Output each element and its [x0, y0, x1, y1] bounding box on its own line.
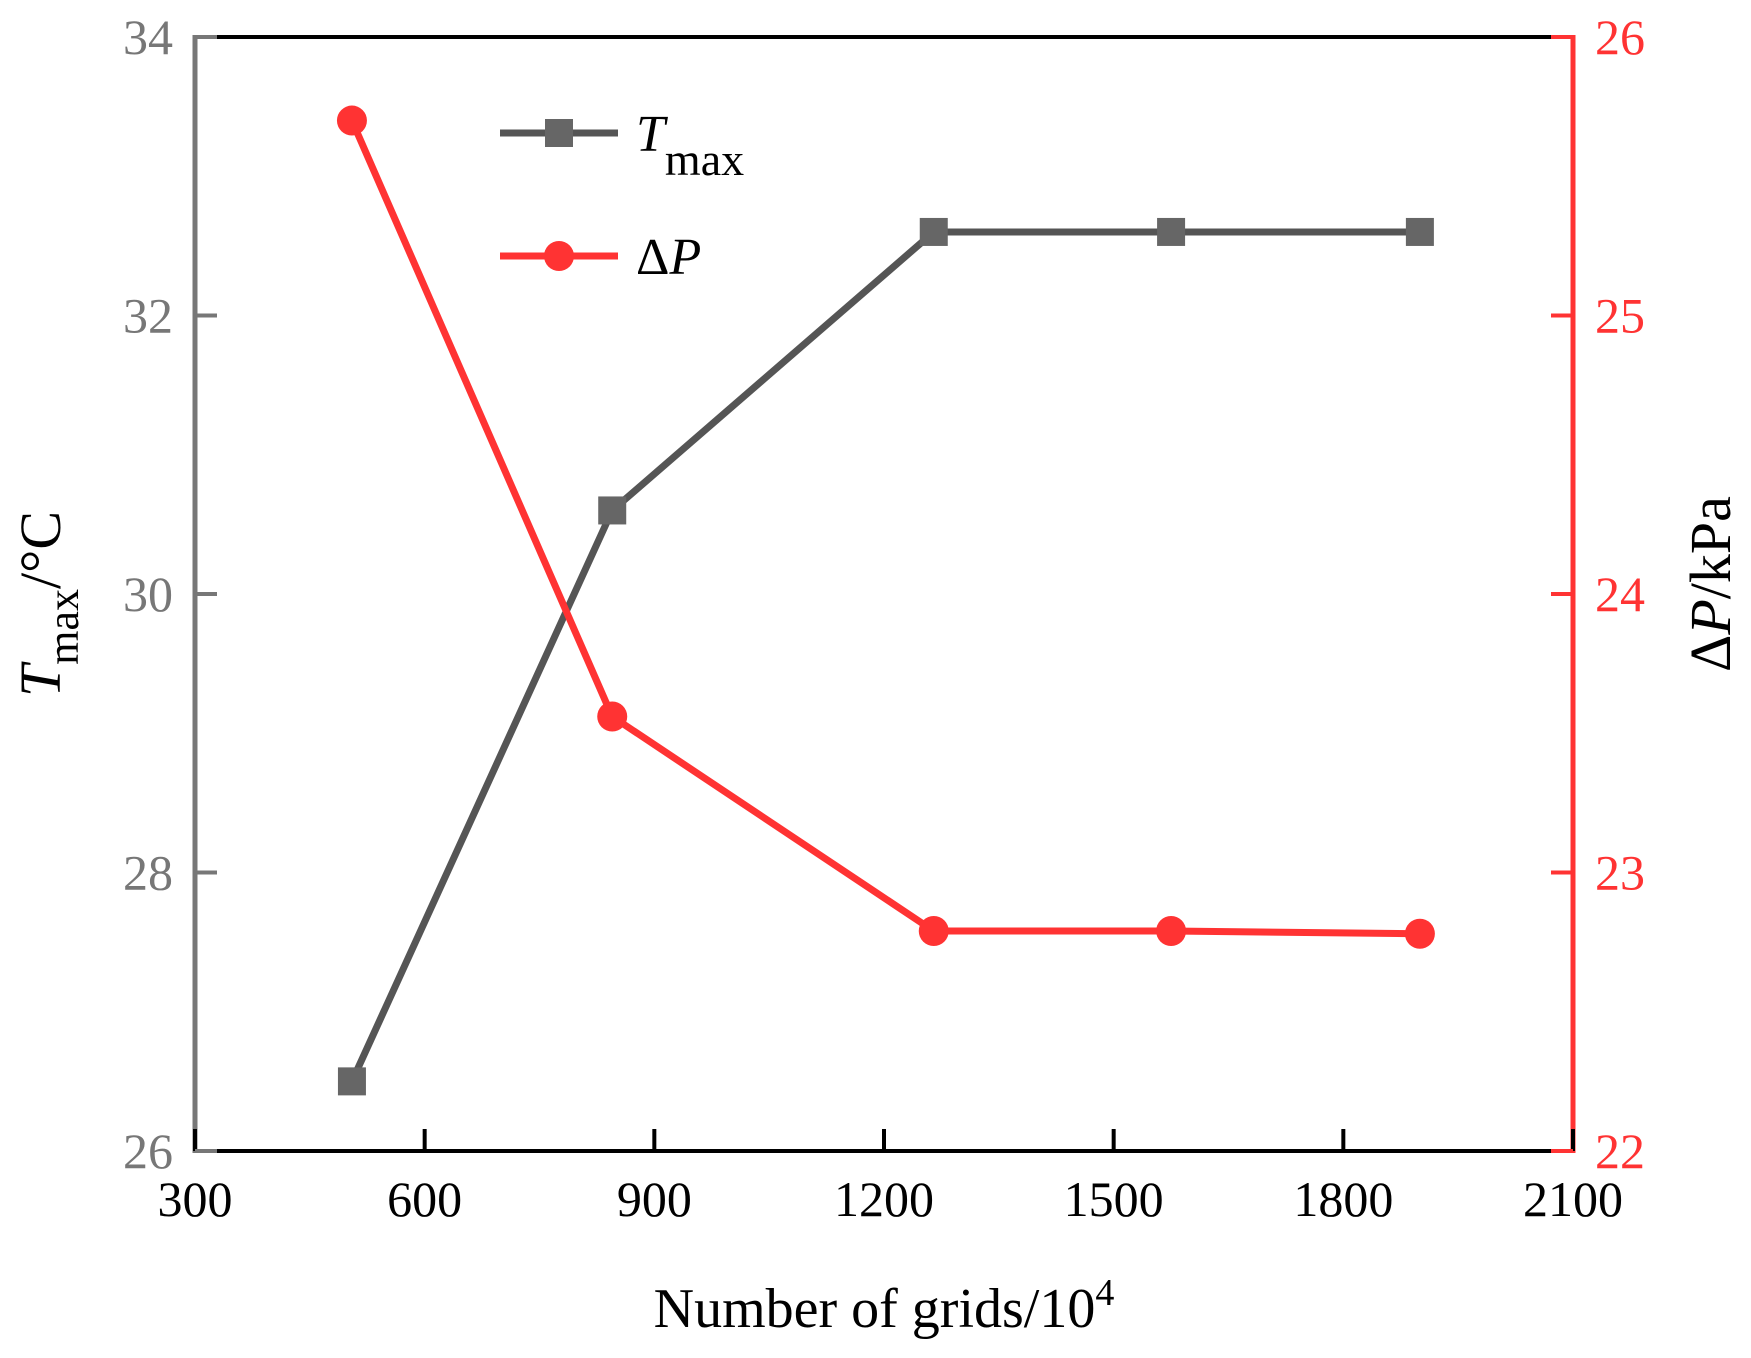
data-point-deltap	[918, 915, 949, 946]
data-point-deltap	[1156, 915, 1187, 946]
axes-layer: 300 600 900 1200 1500 1800 2100 26 28 30 32 34 22 23 2…	[123, 9, 1645, 1227]
data-point-tmax	[919, 217, 948, 246]
x-tick-label: 2100	[1523, 1171, 1623, 1227]
y-right-tick-label: 26	[1595, 9, 1645, 65]
x-tick-label: 900	[617, 1171, 692, 1227]
series-line-deltap	[348, 119, 1420, 938]
legend-marker-circle	[544, 241, 574, 271]
series-layer	[336, 105, 1435, 1096]
x-tick-label: 300	[158, 1171, 233, 1227]
axis-labels: Number of grids/104 Tmax/°C ΔP/kPa	[8, 496, 1743, 1340]
data-point-tmax	[598, 496, 627, 525]
y-left-tick-label: 26	[123, 1123, 173, 1179]
y-right-axis-label: ΔP/kPa	[1678, 496, 1743, 672]
y-right-tick-label: 24	[1595, 566, 1645, 622]
series-line-tmax	[348, 228, 1420, 1083]
data-point-tmax	[1405, 217, 1434, 246]
x-tick-label: 1200	[834, 1171, 934, 1227]
data-point-deltap	[597, 701, 628, 732]
y-left-tick-label: 30	[123, 566, 173, 622]
y-right-tick-label: 25	[1595, 288, 1645, 344]
y-left-tick-label: 34	[123, 9, 173, 65]
data-point-tmax	[337, 1067, 366, 1096]
legend-label: ΔP	[636, 229, 701, 286]
x-tick-label: 600	[387, 1171, 462, 1227]
y-left-tick-label: 28	[123, 845, 173, 901]
legend-label: Tmax	[636, 106, 744, 185]
y-left-tick-label: 32	[123, 288, 173, 344]
data-point-deltap	[336, 105, 367, 136]
data-point-tmax	[1157, 217, 1186, 246]
y-right-tick-label: 22	[1595, 1123, 1645, 1179]
legend: Tmax ΔP	[500, 106, 744, 286]
legend-marker-square	[545, 119, 573, 147]
y-left-axis-label: Tmax/°C	[8, 511, 88, 697]
y-right-tick-label: 23	[1595, 845, 1645, 901]
x-tick-label: 1500	[1064, 1171, 1164, 1227]
data-point-deltap	[1404, 918, 1435, 949]
x-tick-label: 1800	[1293, 1171, 1393, 1227]
x-axis-label: Number of grids/104	[654, 1272, 1115, 1340]
